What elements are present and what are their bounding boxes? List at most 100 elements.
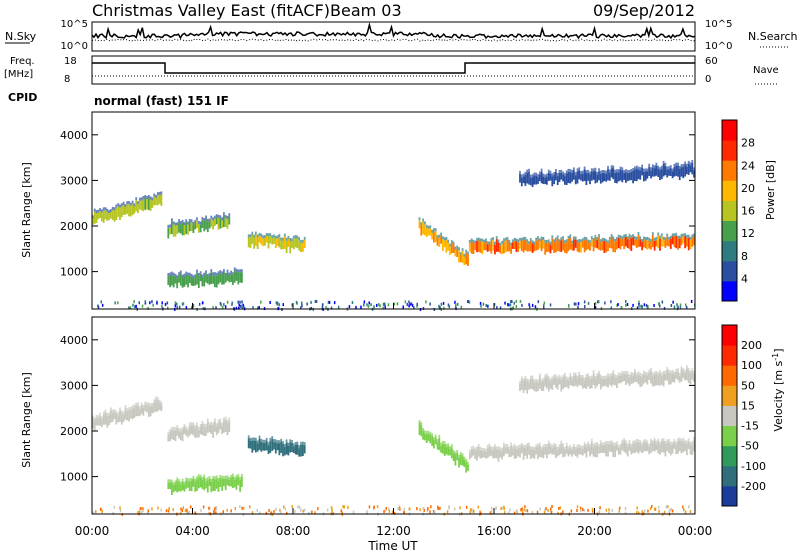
echo-cell	[608, 444, 611, 452]
echo-fringe	[99, 208, 101, 212]
echo-fringe	[129, 406, 132, 410]
echo-fringe	[119, 204, 121, 208]
echo-cell	[256, 443, 259, 452]
echo-cell	[639, 239, 642, 247]
echo-fringe	[494, 444, 496, 448]
noise-echo	[142, 509, 144, 513]
echo-cell	[447, 446, 450, 456]
echo-fringe	[212, 422, 214, 426]
echo-fringe	[488, 241, 491, 245]
echo-cell	[226, 272, 229, 281]
echo-fringe	[199, 221, 202, 225]
echo-fringe	[569, 234, 572, 238]
echo-cell	[454, 249, 457, 257]
echo-cell	[635, 441, 638, 452]
noise-echo	[667, 505, 669, 509]
echo-fringe	[564, 173, 566, 177]
echo-fringe	[167, 224, 170, 228]
echo-cell	[212, 425, 214, 438]
echo-fringe	[677, 438, 679, 442]
echo-cell	[666, 370, 669, 381]
echo-fringe	[680, 233, 683, 237]
echo-cell	[659, 444, 661, 455]
noise-echo	[594, 302, 597, 305]
noise-echo	[507, 303, 509, 307]
echo-fringe	[253, 437, 255, 441]
echo-fringe	[666, 166, 669, 170]
echo-cell	[298, 448, 301, 457]
echo-cell	[569, 237, 572, 250]
noise-echo	[467, 300, 469, 303]
echo-cell	[188, 221, 191, 232]
echo-cell	[196, 425, 198, 438]
echo-fringe	[260, 233, 263, 237]
nsearch-label: N.Search	[748, 30, 798, 43]
freq-tick-bottom: 8	[64, 74, 70, 85]
echo-fringe	[483, 447, 485, 451]
echo-fringe	[630, 169, 633, 172]
echo-fringe	[206, 418, 209, 422]
echo-cell	[632, 443, 634, 454]
nsearch-tick-top: 10^5	[705, 19, 732, 30]
echo-fringe	[201, 274, 204, 278]
echo-fringe	[655, 440, 658, 444]
noise-echo	[237, 300, 240, 304]
noise-echo	[135, 304, 137, 308]
echo-cell	[673, 374, 676, 383]
echo-fringe	[194, 425, 197, 429]
echo-fringe	[230, 270, 232, 274]
echo-fringe	[255, 231, 257, 235]
echo-cell	[465, 462, 468, 473]
echo-fringe	[192, 221, 195, 225]
echo-cell	[185, 222, 188, 234]
echo-cell	[467, 464, 469, 471]
echo-fringe	[646, 372, 649, 376]
echo-cell	[589, 379, 591, 389]
noise-echo	[367, 304, 370, 308]
echo-fringe	[192, 422, 195, 426]
colorbar-tick-label: -15	[741, 420, 759, 433]
echo-fringe	[689, 236, 692, 240]
echo-cell	[578, 447, 581, 455]
noise-echo	[638, 304, 640, 308]
echo-cell	[567, 449, 570, 457]
noise-echo	[487, 304, 489, 308]
echo-fringe	[603, 441, 606, 445]
echo-cell	[644, 374, 647, 383]
echo-cell	[616, 240, 618, 250]
echo-cell	[660, 236, 663, 247]
echo-fringe	[612, 370, 615, 374]
echo-cell	[576, 378, 579, 387]
noise-echo	[100, 508, 103, 512]
echo-cell	[133, 206, 136, 214]
noise-echo	[239, 505, 241, 509]
noise-echo	[647, 305, 649, 309]
echo-cell	[535, 447, 538, 455]
echo-fringe	[153, 193, 156, 197]
echo-fringe	[194, 478, 197, 482]
echo-fringe	[239, 476, 241, 480]
noise-echo	[301, 304, 303, 308]
noise-echo	[192, 304, 194, 308]
echo-fringe	[513, 443, 516, 447]
noise-echo	[479, 301, 482, 305]
echo-cell	[526, 242, 529, 252]
echo-cell	[271, 238, 274, 245]
echo-cell	[183, 484, 186, 492]
echo-fringe	[219, 270, 222, 274]
echo-cell	[517, 242, 520, 252]
noise-echo	[509, 508, 511, 512]
echo-cell	[442, 443, 444, 454]
echo-cell	[657, 235, 660, 249]
echo-cell	[538, 445, 541, 457]
echo-cell	[199, 477, 202, 488]
echo-fringe	[285, 439, 288, 443]
echo-fringe	[197, 273, 200, 276]
echo-fringe	[300, 441, 302, 445]
noise-echo	[429, 510, 431, 514]
noise-echo	[184, 508, 187, 512]
echo-cell	[635, 375, 638, 383]
echo-fringe	[610, 440, 613, 444]
echo-cell	[424, 433, 426, 441]
echo-cell	[167, 482, 170, 490]
